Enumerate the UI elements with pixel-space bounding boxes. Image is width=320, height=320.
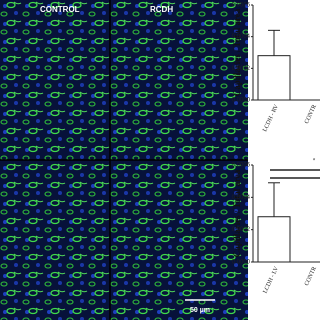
scale-label: 50 µm — [190, 307, 210, 314]
y-axis-label: Capillaries / Total area — [232, 8, 242, 96]
annotation: * — [313, 159, 316, 165]
y-tick-label: 0.0002 — [232, 66, 251, 72]
bar — [257, 216, 291, 263]
y-tick-label: 0.0000 — [232, 98, 251, 104]
x-tick-label: LCDH - RV — [262, 103, 280, 133]
x-tick-label: CONTR — [304, 104, 318, 125]
panel-label: RCDH — [150, 5, 173, 14]
bar — [257, 55, 291, 101]
y-tick-label: 0.0006 — [232, 3, 251, 9]
x-tick-label: LCDH - LV — [262, 265, 280, 294]
x-tick-label: CONTR — [304, 266, 318, 287]
panel-label: CONTROL — [40, 5, 80, 14]
y-axis-label: Capillaries / Total area — [232, 169, 242, 257]
y-tick-label: 0.0004 — [232, 195, 251, 201]
y-tick-label: 0.0006 — [232, 163, 251, 169]
y-tick-label: 0.0004 — [232, 34, 251, 40]
y-tick-label: 0.0000 — [232, 260, 251, 266]
y-tick-label: 0.0002 — [232, 227, 251, 233]
